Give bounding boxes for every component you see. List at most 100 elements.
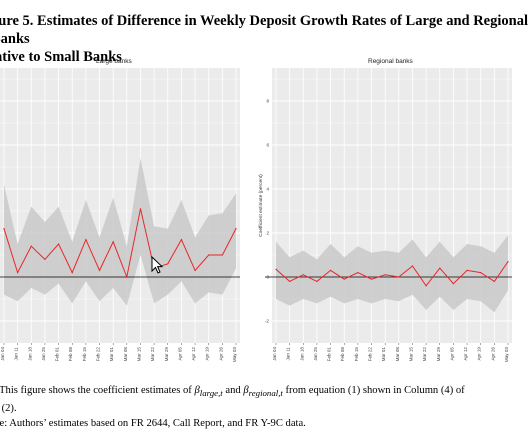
large-banks-estimate-point [30, 245, 32, 247]
regional-banks-estimate-point [398, 276, 400, 278]
regional-banks-x-tick-label: Feb 15 [354, 347, 359, 362]
regional-banks-y-axis-label: Coefficient estimate (percent) [258, 174, 264, 237]
large-banks-estimate-point [167, 263, 169, 265]
regional-banks-x-tick-label: Mar 22 [422, 347, 427, 362]
regional-banks-x-tick-label: Jan 04 [272, 347, 277, 361]
regional-banks-estimate-point [302, 274, 304, 276]
regional-banks-estimate-point [384, 274, 386, 276]
large-banks-chart: Jan 04 Jan 11 Jan 18 Jan 25 Feb 01 Feb 08 Feb … [0, 68, 240, 363]
regional-banks-x-tick-label: Jan 25 [313, 347, 318, 361]
regional-banks-y-tick-label: -2 [265, 319, 270, 324]
regional-banks-estimate-line [275, 261, 509, 287]
caption-note: te: This figure shows the coefficient es… [0, 383, 530, 431]
regional-banks-estimate-point [466, 269, 468, 271]
large-banks-estimate-point [98, 269, 101, 271]
caption-note-line2: ble (2). [1, 403, 17, 415]
regional-banks-plot-background [272, 68, 512, 343]
regional-banks-y-tick-label: 0 [266, 275, 269, 280]
figure-title-line2: lative to Small Banks [0, 49, 122, 65]
regional-banks-estimate-point [493, 280, 495, 282]
regional-banks-x-tick-label: Mar 08 [395, 347, 400, 362]
regional-banks-confidence-band [276, 235, 508, 313]
beta-regional-subscript: regional,t [248, 388, 283, 399]
regional-banks-estimate-point [370, 278, 373, 280]
regional-banks-x-tick-label: Jan 18 [299, 347, 304, 361]
regional-banks-panel-title: Regional banks [368, 58, 413, 65]
large-banks-panel-title: Large banks [96, 58, 132, 65]
regional-banks-estimate-point [329, 269, 332, 271]
mouse-pointer-icon [151, 256, 164, 274]
large-banks-estimate-line [3, 208, 237, 279]
regional-banks-x-tick-label: Apr 26 [490, 347, 495, 361]
regional-banks-y-tick-label: 2 [266, 231, 269, 236]
large-banks-x-tick-label: Jan 11 [14, 347, 19, 361]
regional-banks-estimate-point [452, 283, 455, 285]
regional-banks-x-tick-label: Jan 11 [286, 347, 291, 361]
beta-large-symbol: β [194, 385, 200, 396]
beta-regional-symbol: β [243, 385, 249, 396]
beta-large-subscript: large,t [199, 388, 223, 399]
caption-note-prefix: te: This figure shows the coefficient es… [0, 385, 195, 396]
large-banks-estimate-point [208, 254, 210, 256]
regional-banks-x-tick-label: Feb 08 [340, 347, 345, 362]
large-banks-estimate-point [126, 276, 128, 278]
large-banks-estimate-point [57, 243, 60, 245]
regional-banks-x-tick-label: Apr 12 [463, 347, 468, 361]
regional-banks-x-tick-label: Feb 22 [368, 347, 373, 362]
large-banks-confidence-band [4, 158, 236, 306]
large-banks-x-tick-label: Apr 19 [205, 347, 210, 361]
large-banks-estimate-point [112, 241, 114, 243]
large-banks-estimate-point [235, 228, 237, 230]
regional-banks-estimate-point [343, 278, 345, 280]
regional-banks-x-tick-label: Mar 15 [408, 347, 413, 362]
regional-banks-estimate-point [316, 280, 318, 282]
large-banks-x-tick-label: Apr 12 [191, 347, 196, 361]
regional-banks-estimate-point [439, 267, 441, 269]
regional-banks-x-tick-label: Apr 05 [449, 347, 454, 361]
large-banks-x-tick-label: Mar 01 [109, 347, 114, 362]
regional-banks-x-tick-label: Mar 01 [381, 347, 386, 362]
large-banks-estimate-point [139, 208, 142, 210]
large-banks-estimate-point [17, 272, 19, 274]
large-banks-x-tick-label: Mar 22 [150, 347, 155, 362]
large-banks-x-tick-label: Jan 18 [27, 347, 32, 361]
large-banks-estimate-point [194, 269, 196, 271]
regional-banks-x-tick-label: May 03 [504, 347, 509, 363]
large-banks-x-tick-label: Jan 25 [41, 347, 46, 361]
large-banks-x-tick-label: May 03 [232, 347, 237, 363]
large-banks-x-tick-label: Feb 08 [68, 347, 73, 362]
large-banks-x-tick-label: Apr 05 [177, 347, 182, 361]
large-banks-x-tick-label: Mar 08 [123, 347, 128, 362]
large-banks-x-tick-label: Feb 01 [55, 347, 60, 362]
large-banks-estimate-point [221, 254, 223, 256]
figure-title: gure 5. Estimates of Difference in Weekl… [0, 12, 530, 66]
large-banks-x-tick-label: Mar 15 [136, 347, 141, 362]
regional-banks-estimate-point [357, 272, 359, 274]
regional-banks-y-tick-label: 6 [266, 143, 269, 148]
large-banks-x-tick-label: Apr 26 [218, 347, 223, 361]
regional-banks-x-tick-label: Mar 29 [436, 347, 441, 362]
regional-banks-estimate-point [289, 280, 291, 282]
figure-title-line1: gure 5. Estimates of Difference in Weekl… [0, 13, 528, 47]
large-banks-estimate-point [85, 239, 87, 241]
large-banks-estimate-point [3, 228, 5, 230]
large-banks-x-tick-label: Feb 22 [96, 347, 101, 362]
regional-banks-estimate-point [411, 265, 414, 267]
regional-banks-estimate-point [507, 261, 509, 263]
regional-banks-x-tick-label: Apr 19 [477, 347, 482, 361]
large-banks-estimate-point [44, 258, 46, 260]
large-banks-x-tick-label: Jan 04 [0, 347, 5, 361]
regional-banks-y-tick-label: 8 [266, 99, 269, 104]
caption-note-suffix: from equation (1) shown in Column (4) of [282, 385, 465, 396]
regional-banks-y-tick-label: 4 [266, 187, 269, 192]
large-banks-estimate-point [180, 239, 183, 241]
regional-banks-chart: Jan 04 Jan 11 Jan 18 Jan 25 Feb 01 Feb 08 Feb … [258, 68, 512, 363]
regional-banks-estimate-point [480, 272, 482, 274]
large-banks-x-tick-label: Feb 15 [82, 347, 87, 362]
regional-banks-estimate-point [275, 268, 277, 270]
large-banks-estimate-point [71, 272, 73, 274]
regional-banks-estimate-point [425, 285, 427, 287]
caption-source: urce: Authors’ estimates based on FR 264… [0, 418, 306, 430]
caption-and-text: and [222, 385, 244, 396]
large-banks-x-tick-label: Mar 29 [164, 347, 169, 362]
